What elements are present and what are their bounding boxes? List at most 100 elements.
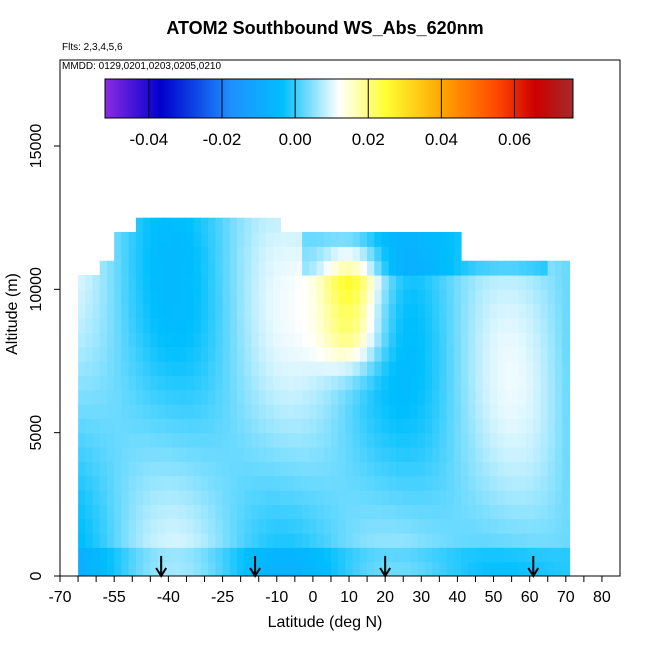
heatmap-cell: [497, 547, 505, 563]
heatmap-cell: [193, 533, 202, 548]
heatmap-cell: [215, 547, 224, 563]
heatmap-cell: [287, 461, 296, 477]
heatmap-cell: [468, 375, 477, 391]
heatmap-cell: [251, 232, 260, 247]
heatmap-cell: [85, 318, 94, 333]
heatmap-cell: [244, 432, 253, 448]
heatmap-cell: [504, 533, 513, 548]
heatmap-cell: [143, 561, 151, 576]
heatmap-cell: [237, 389, 245, 405]
heatmap-cell: [338, 246, 346, 262]
heatmap-cell: [114, 432, 122, 448]
heatmap-cell: [367, 332, 375, 348]
heatmap-cell: [367, 375, 375, 391]
heatmap-cell: [99, 518, 108, 534]
heatmap-cell: [128, 361, 137, 376]
heatmap-cell: [78, 389, 86, 405]
heatmap-cell: [316, 461, 325, 477]
heatmap-cell: [388, 404, 397, 419]
heatmap-cell: [143, 447, 151, 462]
heatmap-cell: [309, 232, 318, 247]
heatmap-cell: [208, 533, 216, 548]
heatmap-cell: [424, 289, 433, 305]
heatmap-cell: [338, 361, 346, 376]
heatmap-cell: [439, 561, 448, 576]
heatmap-cell: [294, 504, 303, 520]
heatmap-cell: [164, 275, 173, 290]
heatmap-cell: [381, 318, 390, 333]
heatmap-cell: [562, 418, 570, 434]
heatmap-cell: [92, 490, 101, 505]
heatmap-cell: [251, 361, 260, 376]
heatmap-cell: [92, 361, 101, 376]
heatmap-cell: [85, 490, 94, 505]
heatmap-cell: [200, 404, 209, 419]
heatmap-cell: [208, 418, 216, 434]
heatmap-cell: [237, 533, 245, 548]
heatmap-cell: [526, 332, 534, 348]
heatmap-cell: [150, 432, 159, 448]
heatmap-cell: [92, 547, 101, 563]
heatmap-cell: [85, 432, 94, 448]
heatmap-cell: [323, 404, 332, 419]
heatmap-cell: [518, 561, 527, 576]
heatmap-cell: [200, 518, 209, 534]
heatmap-cell: [504, 475, 513, 491]
heatmap-cell: [208, 490, 216, 505]
heatmap-cell: [85, 289, 94, 305]
heatmap-cell: [388, 547, 397, 563]
heatmap-cell: [294, 533, 303, 548]
heatmap-cell: [345, 404, 354, 419]
heatmap-cell: [562, 432, 570, 448]
heatmap-cell: [237, 246, 245, 262]
heatmap-cell: [287, 275, 296, 290]
heatmap-cell: [562, 547, 570, 563]
heatmap-cell: [179, 547, 187, 563]
heatmap-cell: [424, 432, 433, 448]
heatmap-cell: [352, 232, 361, 247]
heatmap-cell: [258, 404, 267, 419]
heatmap-cell: [547, 318, 556, 333]
heatmap-cell: [157, 260, 166, 276]
heatmap-cell: [432, 289, 440, 305]
heatmap-cell: [352, 461, 361, 477]
heatmap-cell: [85, 518, 94, 534]
heatmap-cell: [193, 232, 202, 247]
heatmap-cell: [121, 246, 130, 262]
heatmap-cell: [265, 432, 274, 448]
heatmap-cell: [482, 318, 491, 333]
heatmap-cell: [345, 518, 354, 534]
heatmap-cell: [258, 518, 267, 534]
heatmap-cell: [237, 561, 245, 576]
heatmap-cell: [208, 275, 216, 290]
heatmap-cell: [302, 561, 310, 576]
heatmap-cell: [99, 318, 108, 333]
heatmap-cell: [294, 447, 303, 462]
heatmap-cell: [135, 518, 144, 534]
heatmap-cell: [302, 275, 310, 290]
heatmap-cell: [135, 289, 144, 305]
heatmap-cell: [417, 418, 426, 434]
heatmap-cell: [540, 332, 549, 348]
heatmap-cell: [193, 418, 202, 434]
heatmap-cell: [526, 260, 534, 276]
heatmap-cell: [396, 461, 404, 477]
heatmap-cell: [461, 475, 469, 491]
heatmap-cell: [99, 475, 108, 491]
heatmap-cell: [258, 418, 267, 434]
heatmap-cell: [121, 404, 130, 419]
heatmap-cell: [403, 361, 411, 376]
heatmap-cell: [403, 518, 411, 534]
heatmap-cell: [251, 289, 260, 305]
heatmap-cell: [107, 504, 115, 520]
heatmap-cell: [396, 346, 404, 362]
heatmap-cell: [150, 447, 159, 462]
heatmap-cell: [432, 461, 440, 477]
heatmap-cell: [193, 260, 202, 276]
heatmap-cell: [555, 432, 563, 448]
heatmap-cell: [396, 246, 404, 262]
heatmap-cell: [359, 404, 368, 419]
heatmap-cell: [280, 346, 289, 362]
heatmap-cell: [294, 260, 303, 276]
heatmap-cell: [302, 346, 310, 362]
